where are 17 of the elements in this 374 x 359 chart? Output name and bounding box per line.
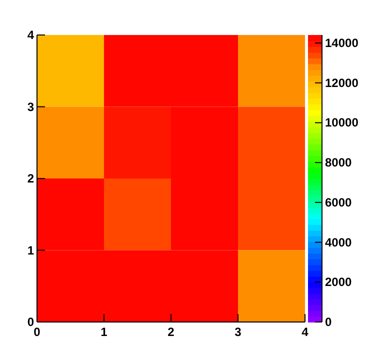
color-bar-label: 2000 [325,275,352,290]
color-bar-label: 14000 [325,36,359,50]
color-bar-label: 10000 [325,116,359,130]
y-tick-label: 1 [27,243,34,258]
x-tick-label: 4 [302,325,309,339]
color-bar-label: 12000 [325,76,359,90]
color-bar-label: 4000 [325,235,352,250]
y-tick-label: 2 [27,172,34,186]
x-tick-label: 2 [168,325,175,339]
color-bar-label: 0 [325,315,332,329]
y-tick-label: 4 [27,28,34,42]
x-tick-label: 1 [100,325,108,339]
color-bar-label: 8000 [325,156,352,170]
y-tick-label: 3 [27,100,34,114]
color-bar-label: 6000 [325,195,352,210]
y-tick-label: 0 [27,315,34,329]
x-tick-label: 3 [234,325,242,339]
